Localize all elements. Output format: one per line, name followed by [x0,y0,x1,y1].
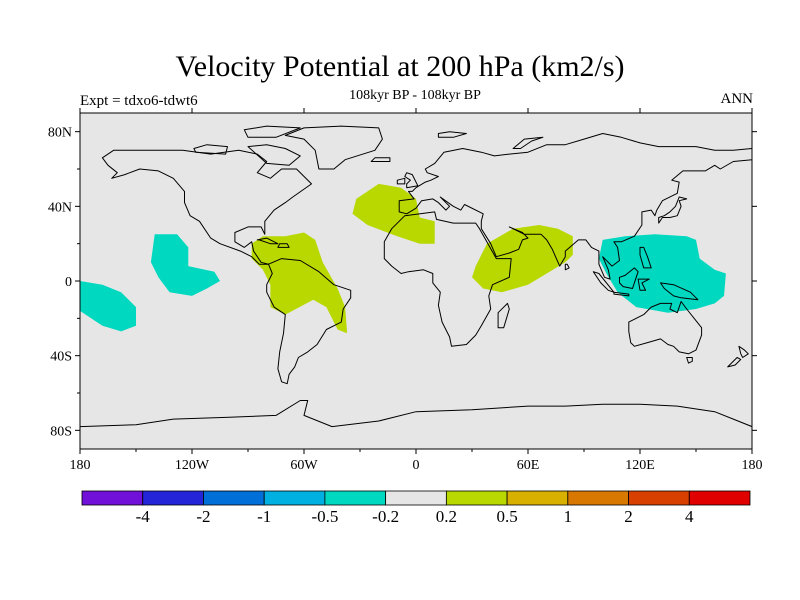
coastline-great-britain [404,172,419,189]
plot-subtitle: 108kyr BP - 108kyr BP [349,88,481,103]
colorbar-label: -0.2 [372,507,399,526]
contour-region [598,234,726,313]
contour-region [150,234,220,296]
coastline-svalbard [437,131,467,138]
coastline-australia [628,301,703,355]
plot-title: Velocity Potential at 200 hPa (km2/s) [175,50,625,83]
coastline-sri-lanka [564,263,570,271]
colorbar-swatch [81,490,144,506]
lon-tick-label: 60E [517,458,540,473]
colorbar-label: 2 [624,507,633,526]
coastline-philippines [639,246,652,269]
colorbar-swatch [628,490,690,506]
coastline-iceland [370,157,391,162]
lat-tick-label: 40S [50,350,72,365]
colorbar: -4 -2 -1 -0.5 -0.2 0.2 0.5 1 2 4 [81,490,751,526]
colorbar-swatch [567,490,629,506]
coastline-new-guinea [660,282,699,301]
colorbar-label: -1 [257,507,271,526]
colorbar-label: 0.5 [496,507,517,526]
colorbar-label: 4 [685,507,694,526]
coastline-north-america [101,149,312,265]
lon-tick-label: 120E [625,458,655,473]
season-label: ANN [720,91,754,107]
lat-tick-label: 40N [48,200,72,215]
coastline-eurasia [398,133,752,280]
lat-tick-label: 0 [65,275,72,290]
coastline-cuba [256,237,279,245]
coastline-novaya-zemlya [512,136,544,149]
colorbar-swatch [506,490,569,506]
coastline-borneo [619,267,639,289]
coastline-sulawesi [637,278,650,291]
lon-tick-label: 0 [413,458,420,473]
coastline-south-america [266,258,352,385]
contour-region [80,281,136,332]
coastline-greenland [284,125,383,170]
coastline-baffin-island [247,144,301,166]
coastline-ireland [396,177,406,185]
colorbar-swatch [324,490,387,506]
coastline-japan [658,196,688,224]
colorbar-swatch [385,490,447,506]
coastline-new-zealand-south [727,357,742,368]
coastline-new-zealand-north [738,345,749,358]
lon-tick-label: 60W [290,458,318,473]
coastline-sumatra [592,271,615,293]
colorbar-swatch [445,490,508,506]
coastline-layer [80,125,752,449]
lat-tick-label: 80N [48,126,72,141]
colorbar-label: -4 [136,507,151,526]
colorbar-label: -0.5 [311,507,338,526]
colorbar-swatch [142,490,204,506]
colorbar-label: -2 [196,507,210,526]
latitude-axis: 80N 40N 0 40S 80S [48,126,757,439]
coastline-victoria-island [193,144,228,155]
colorbar-label: 0.2 [436,507,457,526]
coastline-tasmania [686,357,693,364]
lon-tick-label: 180 [742,458,763,473]
lon-tick-label: 120W [175,458,210,473]
coastline-antarctica [80,400,752,449]
coastline-hispaniola [277,243,290,248]
coastline-madagascar [497,302,510,329]
lon-tick-label: 180 [70,458,91,473]
colorbar-swatch [263,490,326,506]
colorbar-label: 1 [564,507,573,526]
colorbar-swatch [688,490,751,506]
lat-tick-label: 80S [50,424,72,439]
experiment-label: Expt = tdxo6-tdwt6 [80,93,198,109]
longitude-axis: 180 120W 60W 0 60E 120E 180 [70,108,763,473]
coastline-java [613,291,630,297]
coastline-ellesmere-island [243,125,301,138]
colorbar-swatch [203,490,265,506]
coastline-africa [383,211,512,347]
